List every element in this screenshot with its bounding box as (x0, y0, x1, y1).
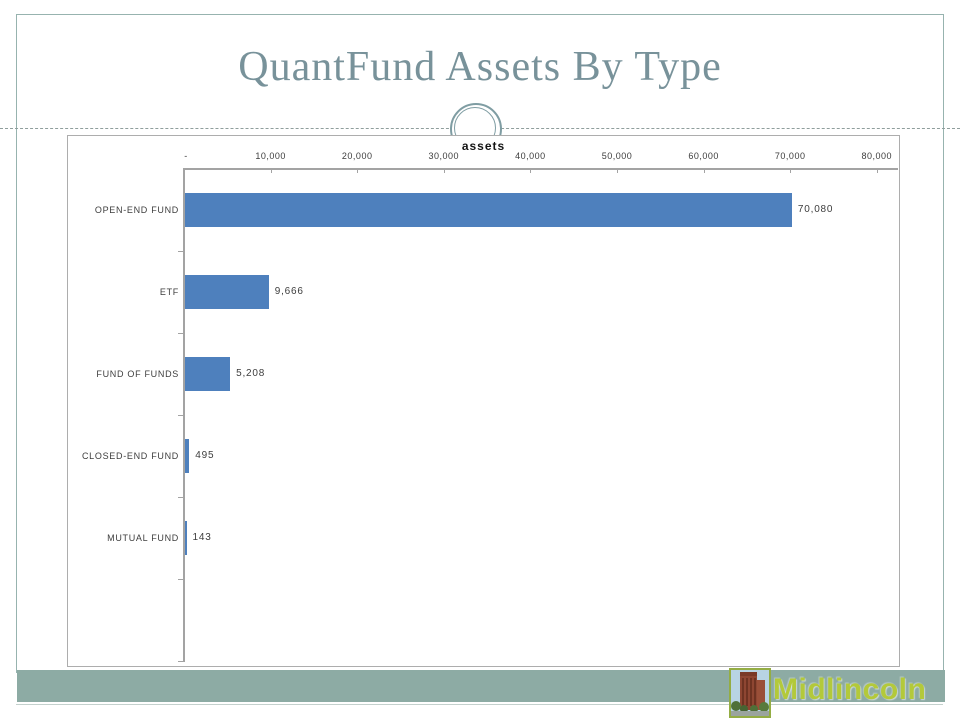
x-tick-label: 20,000 (341, 151, 373, 161)
bar (185, 275, 269, 309)
category-tick-mark (178, 333, 183, 334)
x-tick-label: - (184, 151, 188, 161)
category-label: ETF (159, 287, 179, 297)
x-tick-label: 40,000 (515, 151, 546, 161)
category-label: FUND OF FUNDS (96, 369, 179, 379)
bar (185, 357, 231, 391)
bar-value-label: 5,208 (236, 368, 266, 379)
x-tick-mark (790, 170, 792, 173)
chart-title: assets (461, 139, 506, 153)
bar-value-label: 9,666 (274, 286, 304, 297)
bar-value-label: 143 (192, 532, 212, 543)
x-axis-line (184, 168, 898, 170)
bar-value-label: 70,080 (797, 204, 834, 215)
category-tick-mark (178, 415, 183, 416)
category-label: CLOSED-END FUND (81, 451, 179, 461)
x-tick-mark (617, 170, 618, 173)
x-tick-label: 80,000 (861, 151, 893, 161)
bar-value-label: 495 (195, 450, 215, 461)
bar (185, 193, 792, 227)
x-tick-mark (703, 170, 705, 173)
bar (185, 521, 187, 555)
category-label: OPEN-END FUND (94, 205, 179, 215)
bar (185, 439, 190, 473)
x-tick-mark (876, 170, 878, 173)
x-tick-label: 50,000 (601, 151, 633, 161)
assets-bar-chart: assets - 10,000 20,000 30,000 40,000 50,000 60… (67, 135, 900, 667)
x-tick-label: 30,000 (428, 151, 460, 161)
y-axis-line (183, 168, 185, 662)
company-logo-image (729, 668, 771, 718)
slide-bottom-rule (16, 704, 943, 705)
category-tick-mark (178, 579, 183, 580)
x-tick-label: 10,000 (255, 151, 286, 161)
building-photo-icon (731, 670, 769, 716)
category-label: MUTUAL FUND (107, 533, 179, 543)
x-tick-mark (270, 170, 272, 173)
slide-title: QuantFund Assets By Type (238, 44, 722, 90)
x-tick-label: 70,000 (774, 151, 806, 161)
x-tick-label: 60,000 (688, 151, 719, 161)
x-tick-mark (530, 170, 532, 173)
category-tick-mark (178, 251, 183, 252)
footer-band (17, 670, 945, 702)
category-tick-mark (178, 497, 183, 498)
category-tick-mark (178, 661, 183, 662)
x-tick-mark (357, 170, 359, 173)
company-logo-text: Midlincoln (773, 673, 927, 706)
x-tick-mark (443, 170, 445, 173)
